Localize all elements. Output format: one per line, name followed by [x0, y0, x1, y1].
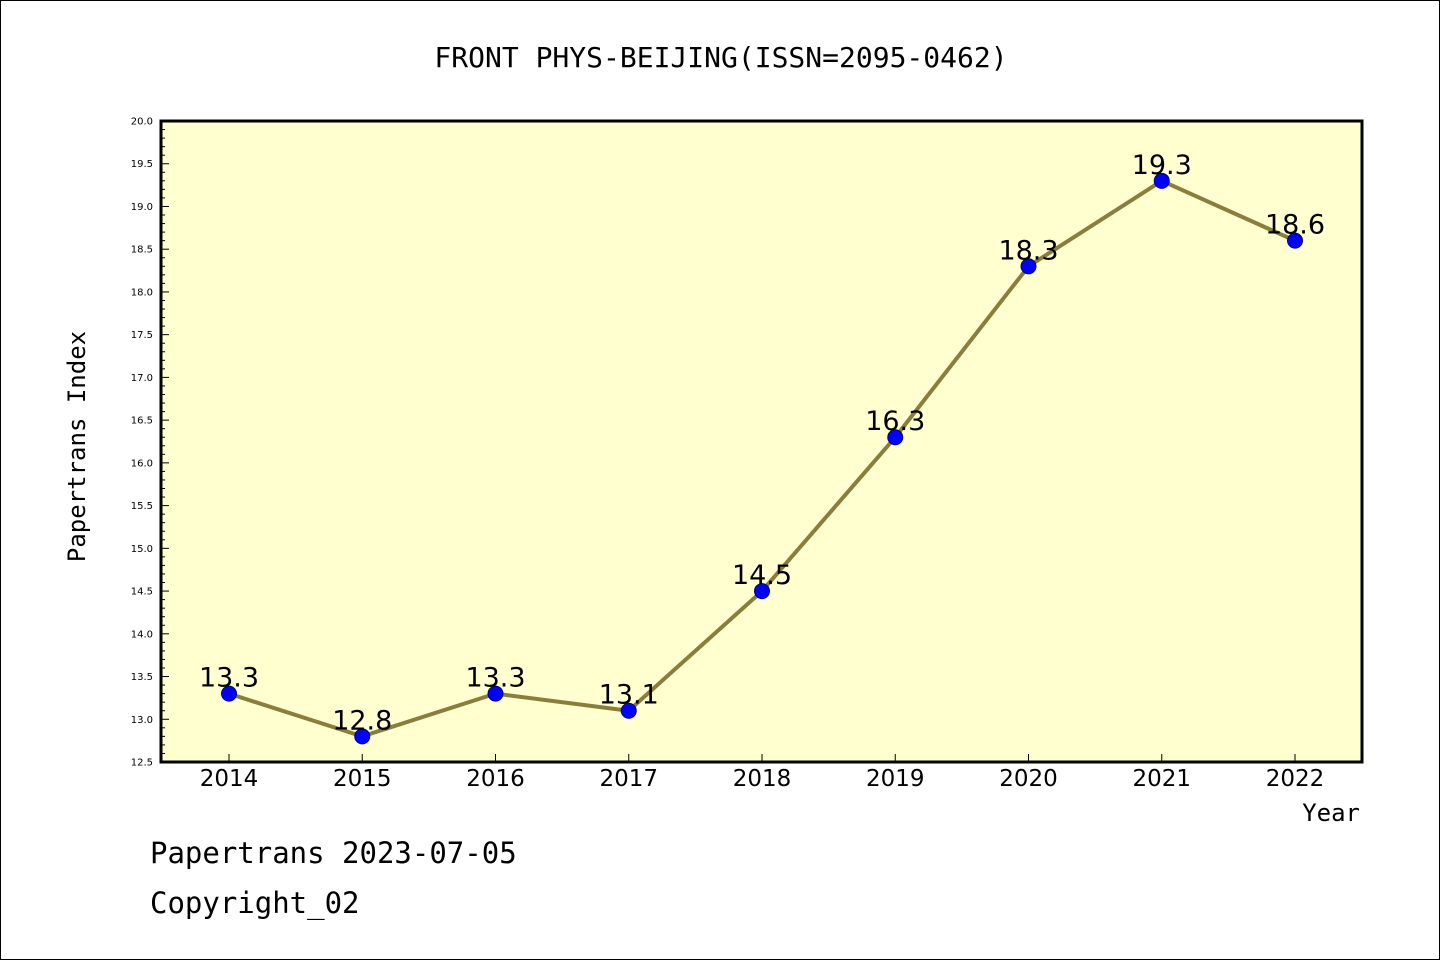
data-point-marker	[487, 685, 504, 702]
y-axis-ticks: 12.5 13.0 13.5 14.0 14.5 15.0 15.5 16.0 16.5 17.0…	[131, 117, 169, 769]
series-markers	[221, 172, 1303, 745]
data-label: 13.1	[599, 680, 659, 711]
x-tick-label: 2018	[733, 766, 792, 792]
x-tick-label: 2022	[1266, 766, 1325, 792]
y-tick-label: 15.0	[131, 544, 153, 555]
y-tick-label: 18.5	[131, 245, 153, 256]
y-axis-label: Papertrans Index	[63, 331, 91, 562]
x-tick-label: 2016	[466, 766, 525, 792]
x-tick-label: 2021	[1132, 766, 1191, 792]
data-point-marker	[1020, 258, 1037, 275]
x-axis-label: Year	[1302, 799, 1360, 827]
data-point-marker	[1153, 172, 1170, 189]
y-tick-label: 19.5	[131, 159, 153, 170]
data-label: 16.3	[865, 406, 925, 437]
data-label: 12.8	[332, 705, 392, 736]
data-label: 18.6	[1265, 210, 1325, 241]
data-point-marker	[354, 728, 371, 745]
data-label: 13.3	[199, 663, 259, 694]
data-point-marker	[221, 685, 237, 702]
y-tick-label: 12.5	[131, 758, 153, 769]
plot-area	[161, 121, 1362, 762]
data-point-marker	[620, 702, 637, 719]
footer-date: Papertrans 2023-07-05	[150, 836, 517, 870]
data-label: 14.5	[732, 560, 792, 591]
chart-title: FRONT PHYS-BEIJING(ISSN=2095-0462)	[434, 41, 1007, 74]
data-label: 19.3	[1132, 150, 1192, 181]
x-axis-ticks: 2014 2015 2016 2017 2018 2019 2020 2021 2022	[200, 754, 1325, 792]
data-point-marker	[754, 583, 770, 600]
plot-border	[159, 119, 1364, 764]
y-tick-label: 18.0	[131, 287, 153, 298]
data-labels: 13.3 12.8 13.3 13.1 14.5 16.3 18.3 19.3 18.6	[199, 150, 1325, 737]
y-tick-label: 16.0	[131, 458, 153, 469]
data-point-marker	[1287, 232, 1303, 249]
y-tick-label: 16.5	[131, 416, 153, 427]
x-tick-label: 2019	[866, 766, 925, 792]
data-label: 18.3	[998, 235, 1058, 266]
footer-copyright: Copyright_02	[150, 886, 360, 920]
y-tick-label: 17.5	[131, 330, 153, 341]
x-tick-label: 2014	[200, 766, 259, 792]
y-tick-label: 19.0	[131, 202, 153, 213]
x-tick-label: 2020	[999, 766, 1058, 792]
x-tick-label: 2015	[333, 766, 392, 792]
x-tick-label: 2017	[599, 766, 658, 792]
y-tick-label: 13.5	[131, 672, 153, 683]
data-point-marker	[887, 429, 904, 446]
y-tick-label: 15.5	[131, 501, 153, 512]
y-tick-label: 14.0	[131, 629, 153, 640]
y-tick-label: 13.0	[131, 715, 153, 726]
y-tick-label: 17.0	[131, 373, 153, 384]
y-tick-label: 20.0	[131, 117, 153, 128]
data-label: 13.3	[465, 663, 525, 694]
y-tick-label: 14.5	[131, 587, 153, 598]
